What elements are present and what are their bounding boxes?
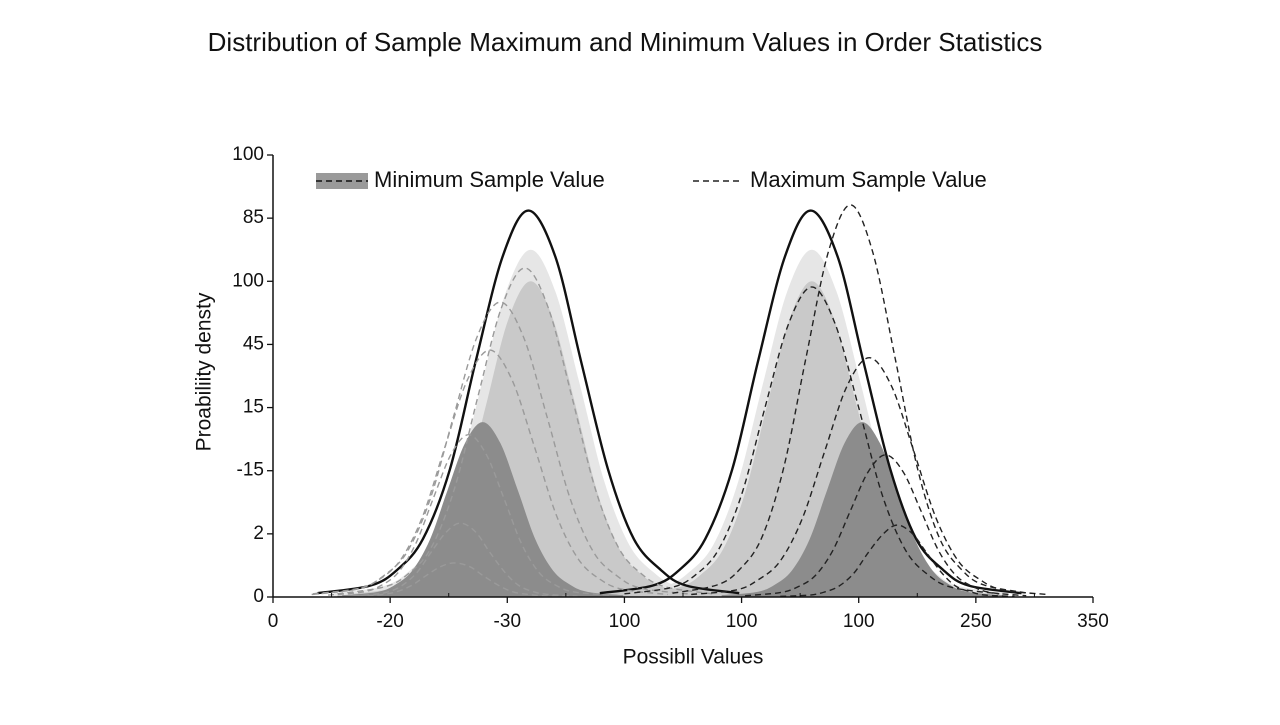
y-axis-label: Proabiliity densty — [193, 292, 216, 451]
x-tick-label: 350 — [1077, 611, 1109, 632]
x-tick-label: 100 — [726, 611, 758, 632]
legend: Minimum Sample Value Maximum Sample Value — [316, 167, 987, 192]
y-tick-label: 0 — [253, 586, 264, 607]
density-curve — [337, 562, 572, 598]
density-area — [352, 281, 709, 597]
x-tick-label: -20 — [376, 611, 403, 632]
x-tick-label: 100 — [843, 611, 875, 632]
x-axis-label: Possibll Values — [623, 646, 764, 669]
density-outline — [317, 209, 740, 595]
x-tick-label: 100 — [609, 611, 641, 632]
density-area — [342, 422, 624, 597]
legend-label: Minimum Sample Value — [374, 167, 605, 192]
density-curve — [327, 434, 610, 596]
density-curve — [691, 356, 1048, 596]
x-tick-label: -30 — [494, 611, 521, 632]
y-tick-label: -15 — [237, 460, 264, 481]
density-curve — [745, 454, 1027, 597]
y-tick-label: 100 — [232, 144, 264, 165]
y-tick-label: 85 — [243, 207, 264, 228]
density-curve — [780, 524, 1015, 598]
y-tick-label: 45 — [243, 333, 264, 354]
chart-title: Distribution of Sample Maximum and Minim… — [208, 27, 1043, 57]
y-tick-label: 100 — [232, 270, 264, 291]
density-area — [721, 422, 1003, 597]
density-curve — [311, 349, 668, 596]
density-curve — [624, 286, 1000, 595]
x-tick-label: 0 — [268, 611, 279, 632]
y-tick-label: 2 — [253, 523, 264, 544]
legend-label: Maximum Sample Value — [750, 167, 987, 192]
x-tick-label: 250 — [960, 611, 992, 632]
plot-area — [311, 204, 1048, 598]
density-area — [633, 281, 990, 597]
density-outline — [599, 209, 1022, 595]
y-tick-label: 15 — [243, 397, 264, 418]
density-curve — [672, 204, 1029, 594]
